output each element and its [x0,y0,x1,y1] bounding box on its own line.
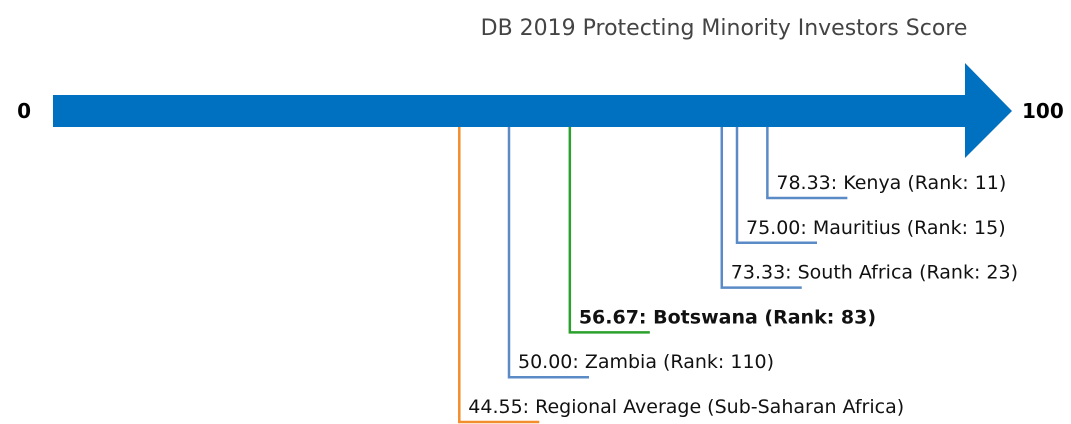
axis-bar [53,95,965,127]
point-label: 56.67: Botswana (Rank: 83) [579,306,876,328]
x-tick-label: 100 [1022,99,1064,123]
leader-line [568,127,650,334]
point-label: 78.33: Kenya (Rank: 11) [776,172,1006,194]
point-label: 73.33: South Africa (Rank: 23) [731,262,1018,284]
leader-line [458,127,540,424]
point-label: 50.00: Zambia (Rank: 110) [518,351,774,373]
leader-line [507,127,589,379]
axis-arrow [965,63,1012,158]
leader-line [720,127,802,289]
point-label: 75.00: Mauritius (Rank: 15) [746,217,1006,239]
leader-line [735,127,817,245]
x-tick-label: 0 [17,99,31,123]
point-label: 44.55: Regional Average (Sub-Saharan Afr… [468,396,904,418]
chart-title: DB 2019 Protecting Minority Investors Sc… [481,16,968,41]
leader-line [766,127,848,200]
